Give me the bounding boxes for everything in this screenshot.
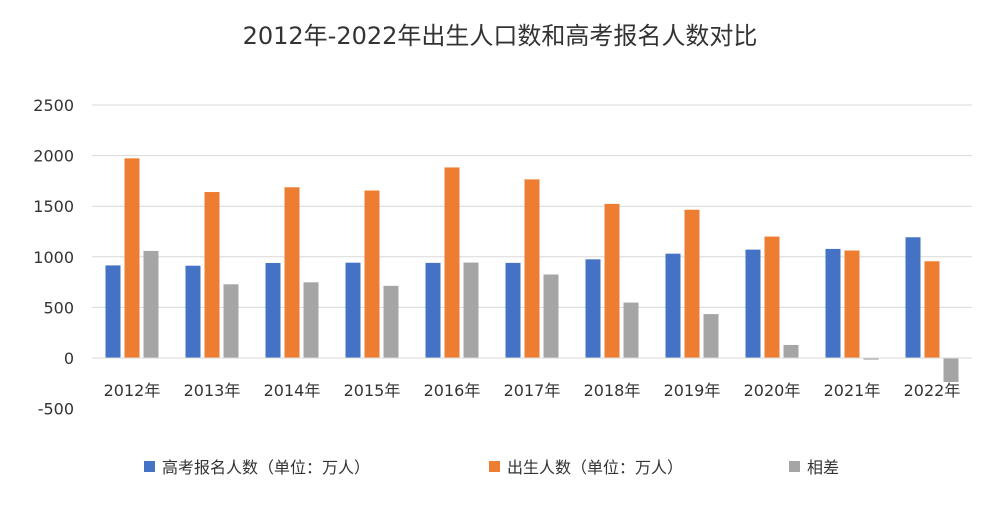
y-axis: -500 0 500 1000 1500 2000 2500 [33, 96, 74, 419]
bar-series-2 [524, 179, 540, 358]
legend-item: 出生人数（单位：万人） [489, 458, 683, 477]
y-tick-label: 1000 [33, 248, 74, 267]
bar-series-3 [943, 358, 959, 382]
bar-series-1 [505, 262, 521, 358]
x-tick-label: 2017年 [504, 381, 561, 400]
y-tick-label: -500 [38, 400, 74, 419]
x-tick-label: 2022年 [904, 381, 961, 400]
bar-series-1 [425, 262, 441, 358]
bar-series-3 [383, 285, 399, 358]
legend: 高考报名人数（单位：万人） 出生人数（单位：万人） 相差 [144, 458, 839, 477]
bar-series-1 [345, 262, 361, 358]
bar-series-2 [444, 167, 460, 358]
legend-item: 高考报名人数（单位：万人） [144, 458, 370, 477]
x-tick-label: 2016年 [424, 381, 481, 400]
bar-series-3 [703, 314, 719, 358]
bar-series-3 [543, 274, 559, 358]
bar-series-2 [764, 236, 780, 358]
bar-series-3 [303, 282, 319, 358]
y-tick-label: 2500 [33, 96, 74, 115]
bar-series-3 [863, 358, 879, 360]
bar-series-1 [745, 249, 761, 358]
bar-series-3 [623, 302, 639, 358]
y-tick-label: 500 [43, 298, 74, 317]
legend-swatch [789, 461, 800, 472]
bar-series-3 [463, 262, 479, 358]
x-tick-label: 2015年 [344, 381, 401, 400]
x-tick-label: 2018年 [584, 381, 641, 400]
legend-swatch [144, 461, 155, 472]
x-tick-label: 2021年 [824, 381, 881, 400]
bar-series-2 [124, 158, 140, 358]
bar-series-2 [364, 190, 380, 358]
legend-swatch [489, 461, 500, 472]
bar-series-2 [844, 250, 860, 358]
y-tick-label: 1500 [33, 197, 74, 216]
bar-series-1 [105, 265, 121, 358]
legend-label: 相差 [807, 458, 839, 477]
bar-series-3 [143, 250, 159, 358]
bar-series-1 [585, 259, 601, 358]
chart-title: 2012年-2022年出生人口数和高考报名人数对比 [243, 22, 758, 50]
bar-series-2 [684, 209, 700, 358]
bar-series-3 [783, 344, 799, 358]
legend-label: 高考报名人数（单位：万人） [162, 458, 370, 477]
bar-series-2 [284, 187, 300, 358]
legend-label: 出生人数（单位：万人） [507, 458, 683, 477]
x-tick-label: 2020年 [744, 381, 801, 400]
x-tick-label: 2013年 [184, 381, 241, 400]
bar-series-1 [665, 253, 681, 358]
x-axis: 2012年 2013年 2014年 2015年 2016年 2017年 2018年 2019年… [92, 357, 972, 400]
legend-item: 相差 [789, 458, 839, 477]
bars [105, 158, 959, 382]
bar-series-1 [265, 262, 281, 358]
bar-series-2 [924, 261, 940, 358]
y-tick-label: 2000 [33, 147, 74, 166]
bar-series-1 [185, 265, 201, 358]
x-tick-label: 2019年 [664, 381, 721, 400]
y-tick-label: 0 [64, 349, 74, 368]
bar-series-2 [604, 203, 620, 358]
bar-series-2 [204, 192, 220, 358]
x-tick-label: 2012年 [104, 381, 161, 400]
bar-series-1 [905, 237, 921, 358]
x-tick-label: 2014年 [264, 381, 321, 400]
bar-series-3 [223, 284, 239, 358]
bar-series-1 [825, 248, 841, 358]
